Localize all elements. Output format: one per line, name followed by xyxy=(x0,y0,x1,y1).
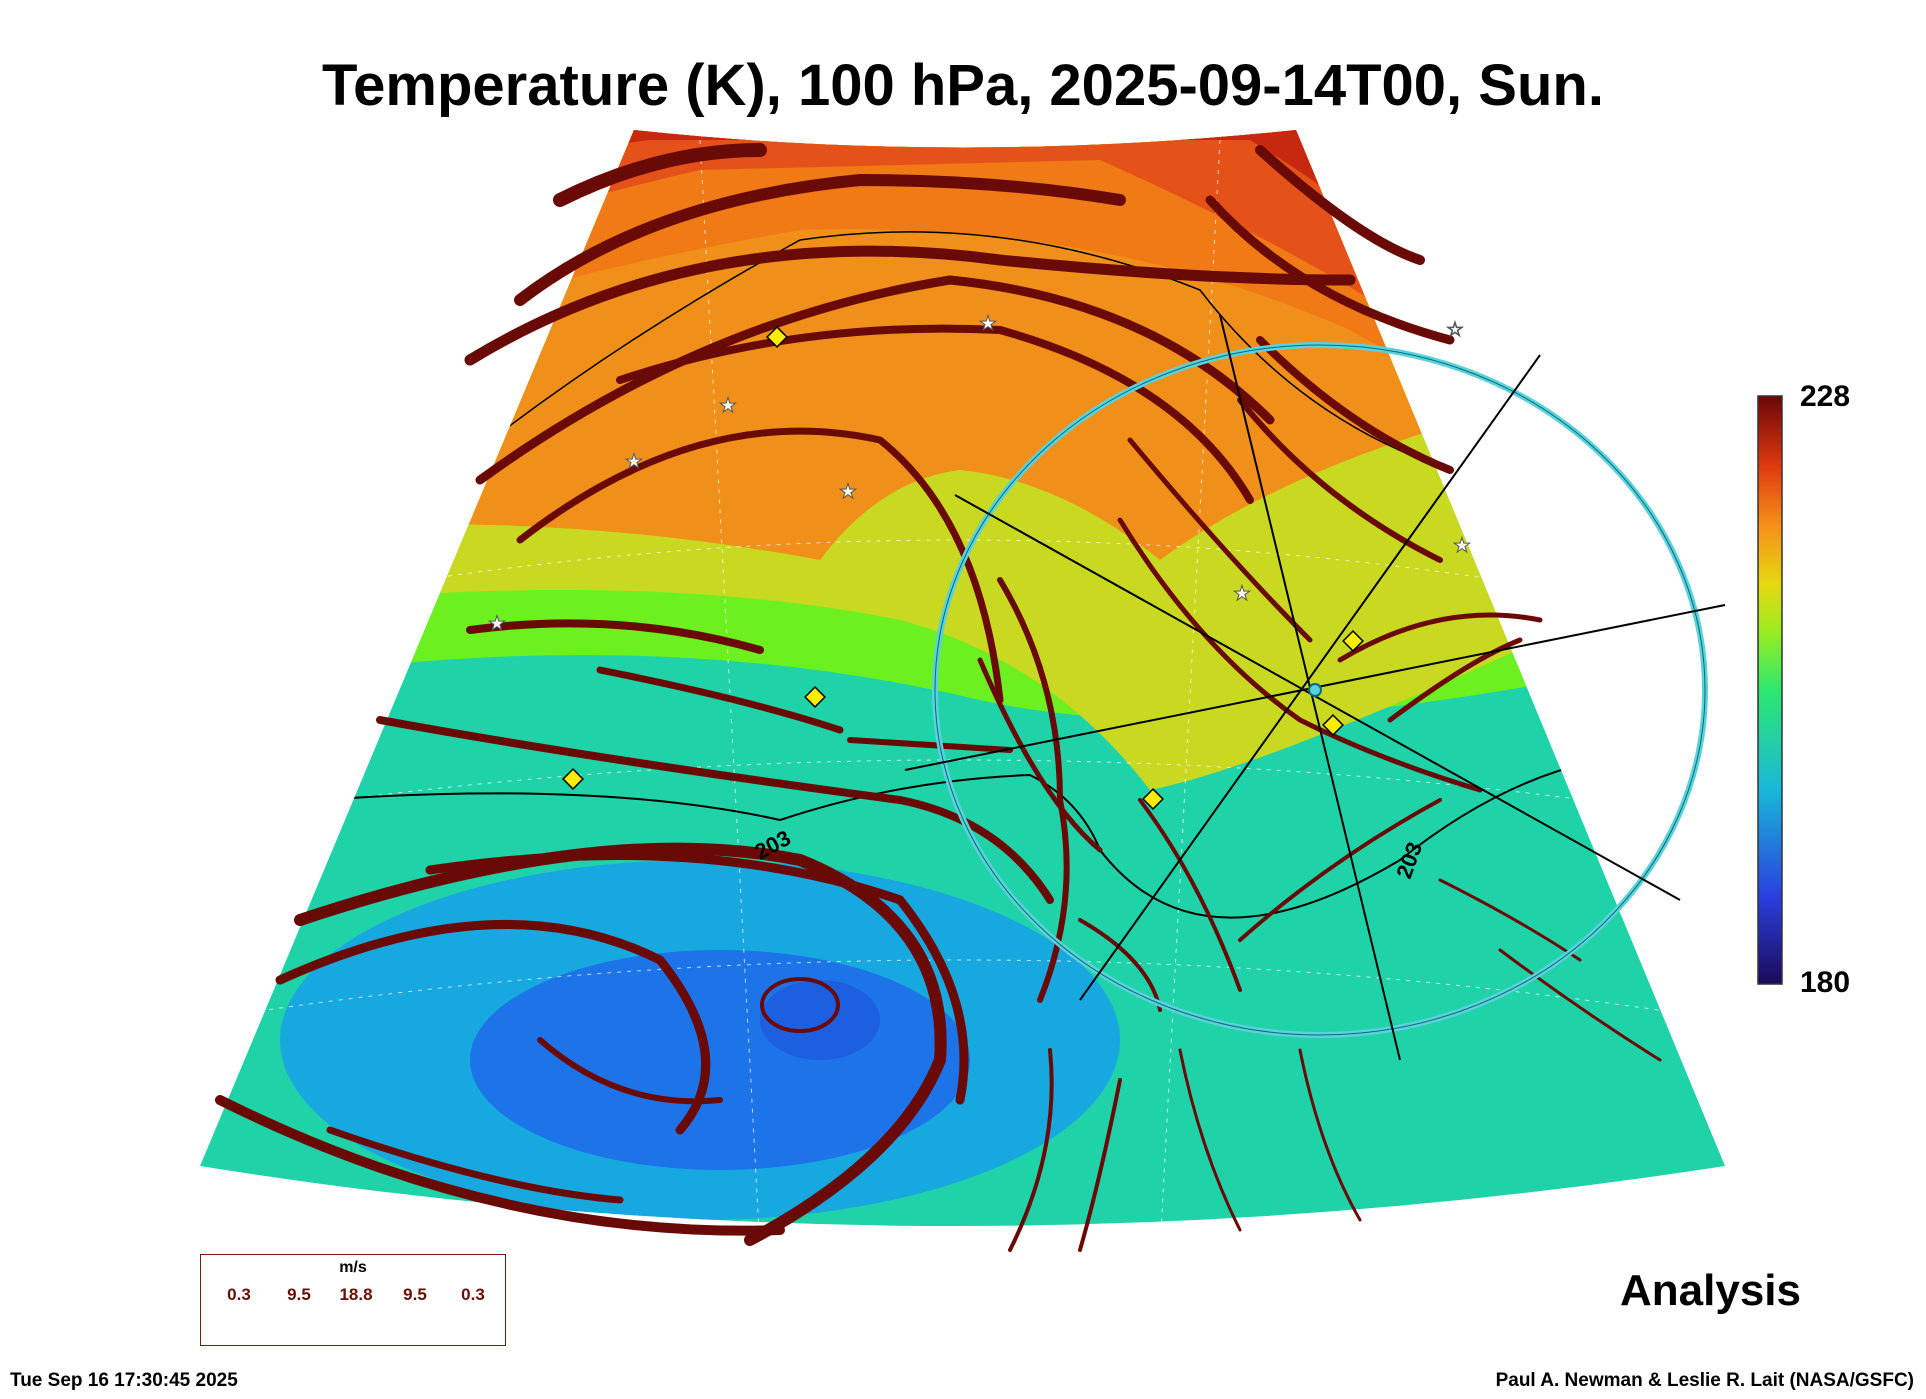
legend-value: 0.3 xyxy=(227,1285,251,1304)
svg-text:★: ★ xyxy=(839,481,857,503)
temperature-field xyxy=(200,130,1725,1226)
svg-text:★: ★ xyxy=(1453,535,1471,557)
wind-streamlines xyxy=(215,143,1662,1252)
svg-text:★: ★ xyxy=(979,313,997,335)
timestamp: Tue Sep 16 17:30:45 2025 xyxy=(10,1370,238,1391)
product-label: Analysis xyxy=(1620,1266,1801,1315)
legend-value: 9.5 xyxy=(403,1285,427,1304)
wind-legend: m/s 0.3 9.5 18.8 9.5 0.3 xyxy=(200,1254,506,1346)
credit: Paul A. Newman & Leslie R. Lait (NASA/GS… xyxy=(1495,1370,1914,1391)
legend-value: 0.3 xyxy=(461,1285,485,1304)
svg-text:☆: ☆ xyxy=(1446,319,1464,341)
legend-unit: m/s xyxy=(339,1259,367,1276)
legend-value: 18.8 xyxy=(339,1285,373,1304)
colorbar-max-label: 228 xyxy=(1800,380,1851,413)
legend-value: 9.5 xyxy=(287,1285,311,1304)
chart-title: Temperature (K), 100 hPa, 2025-09-14T00,… xyxy=(322,53,1604,118)
svg-text:★: ★ xyxy=(1233,583,1251,605)
svg-text:★: ★ xyxy=(719,395,737,417)
colorbar-min-label: 180 xyxy=(1800,966,1851,999)
cross-section-overlay xyxy=(904,314,1726,1061)
colorbar xyxy=(1757,395,1783,985)
station-markers: ★ ★ ★ ★ ★ ★ ★ ☆ xyxy=(488,313,1471,810)
svg-text:★: ★ xyxy=(625,451,643,473)
svg-text:★: ★ xyxy=(488,613,506,635)
